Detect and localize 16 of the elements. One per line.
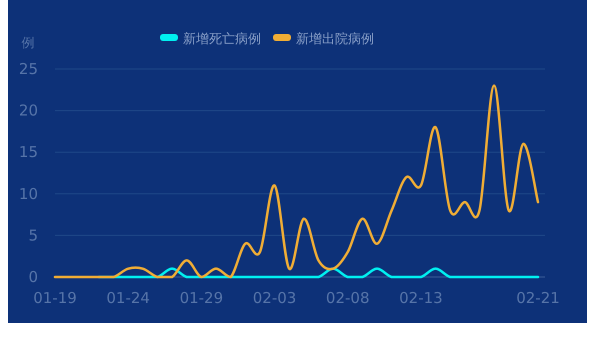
ytick: 0 [28, 268, 38, 286]
x-tick-label: 02-21 [516, 289, 560, 307]
y-axis-title: 例 [22, 36, 34, 51]
legend-label: 新增死亡病例 [183, 31, 261, 47]
x-tick-label: 02-13 [399, 289, 443, 307]
ytick: 25 [18, 60, 38, 78]
ytick: 20 [18, 102, 38, 120]
ytick: 15 [18, 143, 38, 162]
x-tick-label: 02-08 [326, 289, 370, 307]
x-tick-label: 01-29 [180, 289, 224, 307]
ytick: 5 [28, 226, 38, 244]
legend-label: 新增出院病例 [296, 32, 374, 47]
x-tick-label: 01-24 [106, 289, 150, 307]
ytick: 10 [18, 184, 38, 203]
x-tick-label: 01-19 [33, 289, 77, 307]
x-tick-label: 02-03 [252, 289, 296, 307]
